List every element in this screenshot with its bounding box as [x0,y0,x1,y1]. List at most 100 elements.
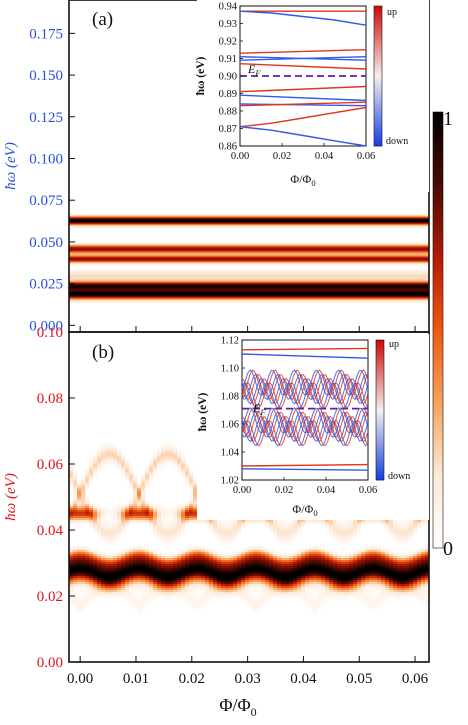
inset-y-tick-label: 0.90 [219,72,237,83]
inset-y-tick-label: 1.04 [221,448,240,459]
inset-band-line [241,415,369,443]
inset-band-line [241,411,369,439]
x-tick-label: 0.04 [290,671,317,687]
inset-a: 0.86 0.87 0.88 0.89 0.90 0.91 0.92 0.93 0.94 0.00… [195,0,429,192]
y-tick-label: 0.050 [29,235,63,251]
x-axis-label-sub: 0 [251,705,257,719]
inset-b-xlabel-main: Φ/Φ [292,502,313,516]
y-tick-label: 0.125 [29,110,63,126]
inset-band-line [241,468,369,471]
inset-y-tick-label: 0.92 [219,37,237,48]
x-tick-label: 0.00 [67,671,93,687]
inset-a-fermi-main: E [247,62,256,76]
inset-a-ticks: 0.86 0.87 0.88 0.89 0.90 0.91 0.92 0.93 0.94 0.00… [219,2,376,163]
colorbar-min-label: 0 [443,538,453,560]
panel-b-label: (b) [92,342,114,363]
inset-band-line [239,10,367,26]
inset-b-fermi-main: E [252,401,261,415]
inset-y-tick-label: 0.94 [219,2,238,13]
inset-b-lines [241,347,369,471]
inset-band-line [241,419,369,447]
inset-b-spin-down-label: down [388,471,410,482]
y-tick-label: 0.175 [29,26,63,42]
x-axis-label-main: Φ/Φ [219,695,250,715]
inset-b-fermi-sub: F [259,407,266,417]
x-axis-label: Φ/Φ0 [219,695,256,719]
y-tick-label: 0.10 [37,325,63,341]
inset-band-line [239,85,367,93]
inset-band-line [241,373,369,401]
inset-band-line [241,419,369,447]
inset-a-ylabel: ħω (eV) [195,56,207,95]
inset-band-line [241,381,369,409]
y-axis-label-a: ħω (eV) [3,142,19,190]
y-axis-label-b: ħω (eV) [3,473,19,521]
inset-band-line [239,56,367,61]
y-tick-label: 0.075 [29,193,63,209]
x-tick-label: 0.05 [346,671,372,687]
colorbar-max-label: 1 [443,108,453,130]
inset-a-xlabel-sub: 0 [311,178,315,188]
inset-x-tick-label: 0.00 [231,151,249,162]
inset-band-line [241,369,369,397]
y-tick-label: 0.000 [29,318,63,334]
inset-b-fermi-label: EF [252,401,266,417]
inset-y-tick-label: 0.88 [219,107,237,118]
x-tick-label: 0.02 [179,671,205,687]
inset-b: 1.02 1.04 1.06 1.08 1.10 1.12 0.00 0.02 0.04 0.06… [197,334,429,520]
inset-band-line [241,407,369,434]
inset-y-tick-label: 1.12 [221,336,239,347]
inset-y-tick-label: 1.10 [221,364,239,375]
heatmap-a [69,212,429,305]
inset-band-line [241,377,369,405]
inset-band-line [239,103,367,107]
inset-band-line [239,63,367,70]
inset-band-line [239,126,367,147]
inset-band-line [241,382,369,409]
inset-x-tick-label: 0.04 [317,485,336,496]
inset-band-line [239,101,367,107]
inset-y-tick-label: 0.93 [219,19,237,30]
inset-b-frame [241,339,369,481]
x-tick-label: 0.06 [402,671,429,687]
y-ticks-a: 0.000 0.025 0.050 0.075 0.100 0.125 0.150 0.175 [29,26,75,334]
inset-a-spin-up-label: up [387,7,397,18]
colorbar: 1 0 [432,108,453,560]
y-tick-label: 0.04 [37,523,64,539]
inset-a-spin-down-label: down [386,136,408,147]
inset-band-line [241,347,369,351]
heatmap-b [69,442,429,615]
inset-y-tick-label: 1.02 [221,476,239,487]
inset-y-tick-label: 0.89 [219,89,237,100]
inset-b-xlabel: Φ/Φ0 [292,502,317,518]
inset-a-xlabel: Φ/Φ0 [290,172,315,188]
panel-a-label: (a) [92,9,113,30]
inset-b-spin-up-label: up [389,339,399,350]
inset-b-xlabel-sub: 0 [313,508,317,518]
inset-band-line [241,463,369,467]
y-tick-label: 0.06 [37,457,64,473]
inset-band-line [239,106,367,128]
inset-a-fermi-sub: F [254,68,261,78]
inset-a-fermi-label: EF [247,62,261,78]
inset-a-spin-colorbar [373,5,383,147]
inset-band-line [241,377,369,405]
inset-x-tick-label: 0.04 [315,151,334,162]
inset-b-spin-colorbar [375,339,385,481]
inset-band-line [239,49,367,54]
inset-a-lines [239,10,367,147]
inset-y-tick-label: 1.06 [221,420,239,431]
inset-a-xlabel-main: Φ/Φ [290,172,311,186]
inset-y-tick-label: 0.86 [219,142,237,153]
inset-band-line [241,353,369,359]
inset-x-tick-label: 0.06 [359,485,377,496]
y-tick-label: 0.100 [29,151,63,167]
y-tick-label: 0.150 [29,68,63,84]
inset-x-tick-label: 0.02 [273,151,291,162]
inset-x-tick-label: 0.02 [275,485,293,496]
inset-band-line [241,407,369,434]
inset-b-ticks: 1.02 1.04 1.06 1.08 1.10 1.12 0.00 0.02 0.04 0.06 [221,336,378,497]
y-tick-label: 0.025 [29,277,63,293]
y-tick-label: 0.08 [37,391,63,407]
